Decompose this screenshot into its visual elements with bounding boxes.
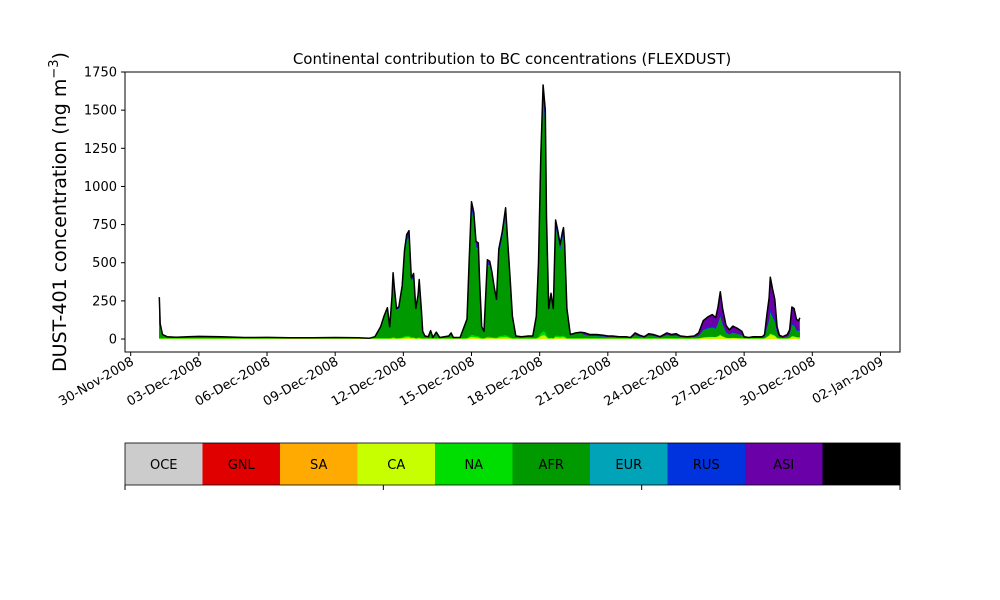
legend-swatch-ca [357,443,436,485]
legend-swatch-sa [280,443,358,485]
x-axis: 30-Nov-200803-Dec-200806-Dec-200809-Dec-… [56,352,886,410]
legend-swatch-aus [822,443,901,485]
x-tick-label: 02-Jan-2009 [810,354,887,407]
plot-area [124,71,901,353]
legend-frame [124,442,901,486]
y-axis-label-text: DUST-401 concentration (ng m [49,79,71,372]
stacked-areas [159,85,800,339]
legend-label-afr: AFR [539,458,564,473]
y-tick-label: 1250 [84,142,117,157]
x-tick-label: 30-Dec-2008 [738,354,818,409]
legend-label-ca: CA [387,458,405,473]
y-tick-label: 250 [92,294,117,309]
legend-label-aus: AUS [848,458,875,473]
region-colorbar-legend: OCE GNL SA CA NA AFR EUR RUS ASI AUS [124,442,901,490]
legend-swatch-na [435,443,513,485]
y-tick-label: 1000 [84,180,117,195]
y-axis-label: DUST-401 concentration (ng m−3) [47,52,71,372]
x-tick-label: 12-Dec-2008 [329,354,409,409]
legend-swatch-eur [590,443,668,485]
legend-label-eur: EUR [615,458,642,473]
x-tick-label: 27-Dec-2008 [670,354,750,409]
x-tick-label: 06-Dec-2008 [193,354,273,409]
total-concentration-line [158,84,801,340]
legend-swatch-oce [125,443,203,485]
y-tick-label: 0 [109,333,117,348]
chart-title: Continental contribution to BC concentra… [293,50,731,68]
area-series-ca [159,334,800,339]
plot-frame [124,71,901,353]
legend-swatch-afr [512,443,591,485]
legend-swatch-asi [745,443,823,485]
legend-label-sa: SA [310,458,327,473]
y-tick-label: 1500 [84,104,117,119]
x-tick-label: 03-Dec-2008 [124,354,204,409]
legend-label-oce: OCE [150,458,178,473]
x-tick-label: 18-Dec-2008 [465,354,545,409]
legend-swatch-rus [667,443,746,485]
legend-label-rus: RUS [693,458,720,473]
y-tick-label: 1750 [84,66,117,81]
legend-swatch-gnl [202,443,281,485]
legend-label-gnl: GNL [228,458,256,473]
y-axis: 0 250 500 750 1000 1250 1500 1750 [84,66,125,348]
x-tick-label: 15-Dec-2008 [397,354,477,409]
y-tick-label: 500 [92,256,117,271]
area-series-afr [159,102,800,339]
legend-label-asi: ASI [773,458,794,473]
x-tick-label: 21-Dec-2008 [533,354,613,409]
legend-label-na: NA [464,458,483,473]
x-tick-label: 09-Dec-2008 [261,354,341,409]
y-axis-label-superscript: −3 [47,59,62,78]
x-tick-label: 24-Dec-2008 [602,354,682,409]
y-axis-label-close: ) [49,52,71,59]
y-tick-label: 750 [92,218,117,233]
